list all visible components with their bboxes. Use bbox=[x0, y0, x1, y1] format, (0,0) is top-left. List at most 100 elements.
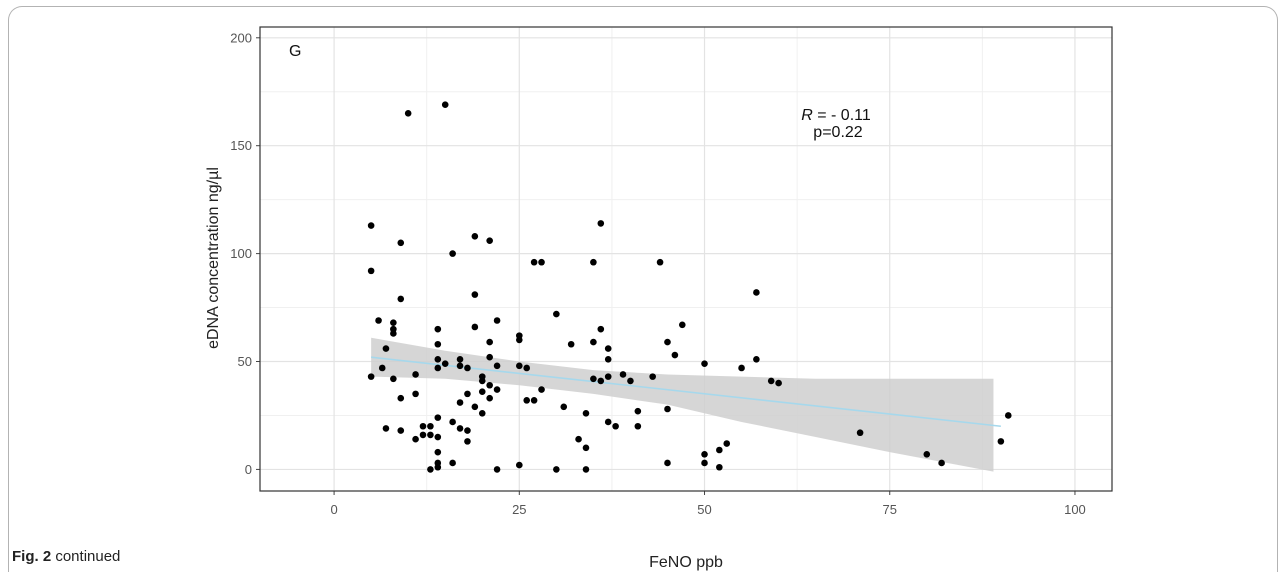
data-point bbox=[478, 377, 486, 385]
data-point bbox=[590, 375, 597, 383]
data-point bbox=[412, 390, 419, 398]
plot-panel-border bbox=[259, 26, 1113, 492]
x-tick-label: 0 bbox=[330, 502, 337, 517]
data-point bbox=[434, 463, 442, 471]
data-point bbox=[427, 466, 434, 473]
data-point bbox=[419, 431, 427, 439]
data-point bbox=[538, 258, 545, 266]
r-label: R bbox=[801, 107, 813, 124]
data-point bbox=[678, 321, 686, 329]
grid bbox=[260, 27, 1112, 491]
data-point bbox=[938, 459, 945, 467]
data-point bbox=[441, 101, 449, 108]
data-point bbox=[1004, 412, 1012, 419]
data-point bbox=[367, 373, 375, 380]
data-point bbox=[923, 451, 931, 458]
data-point bbox=[419, 422, 427, 430]
data-point bbox=[434, 364, 442, 372]
y-tick-label: 0 bbox=[245, 462, 252, 477]
data-point bbox=[656, 258, 664, 266]
data-point bbox=[597, 220, 605, 227]
data-point bbox=[738, 364, 745, 372]
data-point bbox=[456, 425, 464, 432]
data-point bbox=[775, 379, 782, 387]
data-point bbox=[464, 438, 471, 445]
data-point bbox=[397, 239, 405, 247]
caption-text: continued bbox=[55, 548, 121, 565]
data-point bbox=[723, 440, 731, 447]
data-point bbox=[664, 405, 671, 413]
data-point bbox=[997, 438, 1005, 445]
data-point bbox=[604, 418, 612, 426]
confidence-band bbox=[371, 337, 994, 472]
panel-label: G bbox=[289, 43, 301, 60]
figure-frame bbox=[8, 6, 1278, 572]
data-point bbox=[516, 461, 523, 469]
y-tick-label: 200 bbox=[230, 30, 252, 45]
x-tick-label: 50 bbox=[697, 502, 711, 517]
data-point bbox=[367, 222, 375, 229]
figure-caption: Fig. 2 continued bbox=[12, 548, 120, 565]
data-point bbox=[434, 356, 442, 363]
data-point bbox=[382, 425, 390, 432]
data-point bbox=[493, 386, 501, 393]
data-point bbox=[412, 435, 419, 443]
data-point bbox=[390, 375, 397, 383]
data-point bbox=[390, 319, 397, 326]
data-point bbox=[367, 267, 375, 275]
data-point bbox=[456, 399, 464, 406]
x-axis-label: FeNO ppb bbox=[649, 554, 723, 571]
data-point bbox=[382, 345, 390, 352]
data-point bbox=[538, 386, 545, 393]
r-value: = - 0.11 bbox=[813, 107, 871, 124]
y-axis-label: eDNA concentration ng/µl bbox=[205, 167, 222, 349]
data-point bbox=[493, 362, 501, 370]
points-layer bbox=[367, 101, 1012, 473]
data-point bbox=[582, 410, 590, 417]
data-point bbox=[619, 371, 627, 378]
x-tick-label: 100 bbox=[1064, 502, 1086, 517]
data-point bbox=[716, 463, 723, 471]
data-point bbox=[464, 364, 471, 372]
data-point bbox=[590, 338, 597, 346]
data-point bbox=[604, 356, 612, 363]
x-tick-label: 25 bbox=[512, 502, 526, 517]
data-point bbox=[582, 444, 590, 452]
data-point bbox=[523, 397, 531, 404]
data-point bbox=[456, 356, 464, 363]
data-point bbox=[753, 356, 760, 363]
y-tick-label: 150 bbox=[230, 138, 252, 153]
data-point bbox=[530, 258, 538, 266]
data-point bbox=[590, 258, 597, 266]
data-point bbox=[575, 435, 582, 443]
data-point bbox=[486, 353, 493, 361]
data-point bbox=[486, 338, 493, 346]
data-point bbox=[627, 377, 634, 385]
data-point bbox=[471, 291, 479, 298]
data-point bbox=[404, 110, 412, 117]
caption-label: Fig. 2 bbox=[12, 548, 52, 565]
data-point bbox=[434, 433, 442, 441]
data-point bbox=[612, 422, 619, 430]
data-point bbox=[397, 295, 405, 303]
data-point bbox=[375, 317, 382, 324]
data-point bbox=[412, 371, 419, 378]
data-point bbox=[701, 360, 708, 367]
data-point bbox=[478, 388, 486, 396]
data-point bbox=[634, 407, 642, 415]
data-point bbox=[434, 340, 442, 348]
data-point bbox=[449, 250, 456, 257]
data-point bbox=[449, 418, 456, 426]
data-point bbox=[471, 323, 479, 331]
data-point bbox=[486, 394, 493, 402]
data-point bbox=[486, 381, 493, 389]
axes: 0 25 50 75 100 0 50 100 150 200 bbox=[230, 26, 1113, 517]
data-point bbox=[649, 373, 656, 380]
data-point bbox=[471, 403, 479, 411]
data-point bbox=[560, 403, 568, 411]
data-point bbox=[516, 336, 523, 344]
data-point bbox=[634, 422, 642, 430]
data-point bbox=[856, 429, 864, 437]
data-point bbox=[523, 364, 531, 372]
